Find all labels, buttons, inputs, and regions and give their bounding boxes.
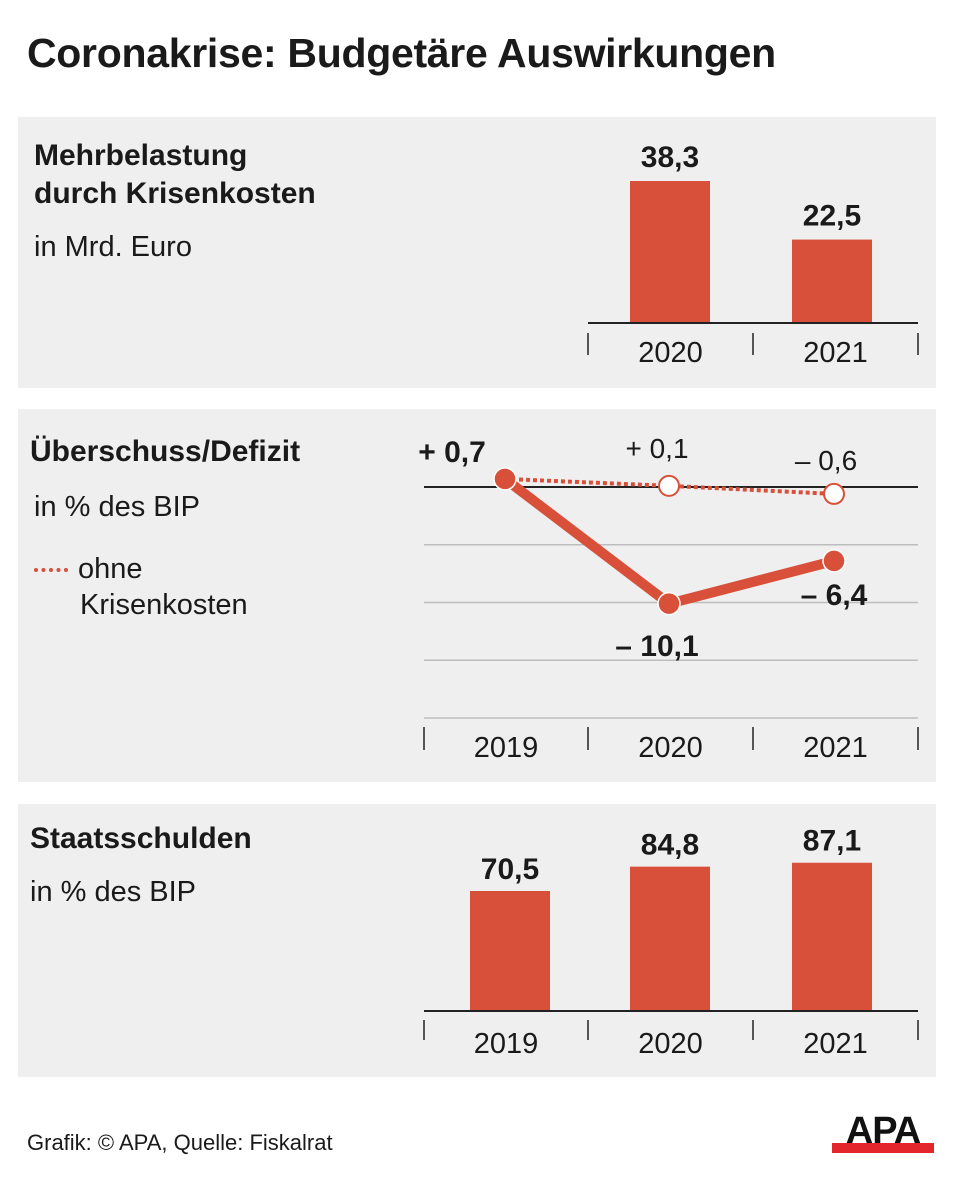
x-tick-label: 2021 <box>803 732 868 764</box>
panel-staatsschulden: Staatsschulden in % des BIP <box>18 804 936 1077</box>
data-label: – 6,4 <box>801 579 868 612</box>
data-point-open <box>658 474 680 497</box>
data-label: 84,8 <box>641 829 699 862</box>
panel-mehrbelastung: Mehrbelastung durch Krisenkosten in Mrd.… <box>18 117 936 388</box>
data-label: 70,5 <box>481 853 539 886</box>
data-label: 38,3 <box>641 141 699 174</box>
panel-title: Staatsschulden <box>30 822 252 855</box>
x-tick-label: 2020 <box>638 337 703 369</box>
apa-logo: APA <box>832 1112 934 1153</box>
bar <box>470 891 550 1011</box>
legend-label: ohne <box>78 553 143 585</box>
data-label: – 0,6 <box>795 445 857 476</box>
data-label: – 10,1 <box>615 630 698 663</box>
panel-subtitle: in % des BIP <box>30 876 197 908</box>
data-point <box>657 591 681 616</box>
data-point <box>822 549 846 573</box>
data-label: + 0,1 <box>625 433 688 464</box>
panel-subtitle: in % des BIP <box>34 491 201 523</box>
x-tick-label: 2021 <box>803 337 868 369</box>
bar <box>630 181 710 323</box>
legend-dotted-swatch <box>34 568 68 573</box>
x-tick-label: 2021 <box>803 1028 868 1060</box>
panel-title-line: durch Krisenkosten <box>34 177 316 210</box>
x-tick-label: 2020 <box>638 732 703 764</box>
series-line <box>501 474 836 609</box>
legend-label: Krisenkosten <box>80 589 248 621</box>
data-label: 22,5 <box>803 200 861 233</box>
data-label: 87,1 <box>803 825 861 858</box>
x-tick-label: 2019 <box>474 1028 539 1060</box>
panel-subtitle: in Mrd. Euro <box>34 231 192 263</box>
panel-title: Überschuss/Defizit <box>30 435 301 468</box>
legend: ohne Krisenkosten <box>34 551 248 623</box>
data-point <box>493 467 517 491</box>
footer-source: Grafik: © APA, Quelle: Fiskalrat <box>27 1130 333 1155</box>
page-title: Coronakrise: Budgetäre Auswirkungen <box>27 30 776 76</box>
panel-defizit: Überschuss/Defizit in % des BIP ohne Kri… <box>18 409 936 782</box>
x-tick-label: 2019 <box>474 732 539 764</box>
panel-title-line: Mehrbelastung <box>34 139 248 172</box>
data-label: + 0,7 <box>418 436 486 469</box>
panel-title: Mehrbelastung durch Krisenkosten <box>34 137 316 213</box>
data-point-open <box>823 482 845 505</box>
x-tick-label: 2020 <box>638 1028 703 1060</box>
bar <box>792 862 872 1011</box>
bar <box>792 239 872 323</box>
bar <box>630 866 710 1011</box>
